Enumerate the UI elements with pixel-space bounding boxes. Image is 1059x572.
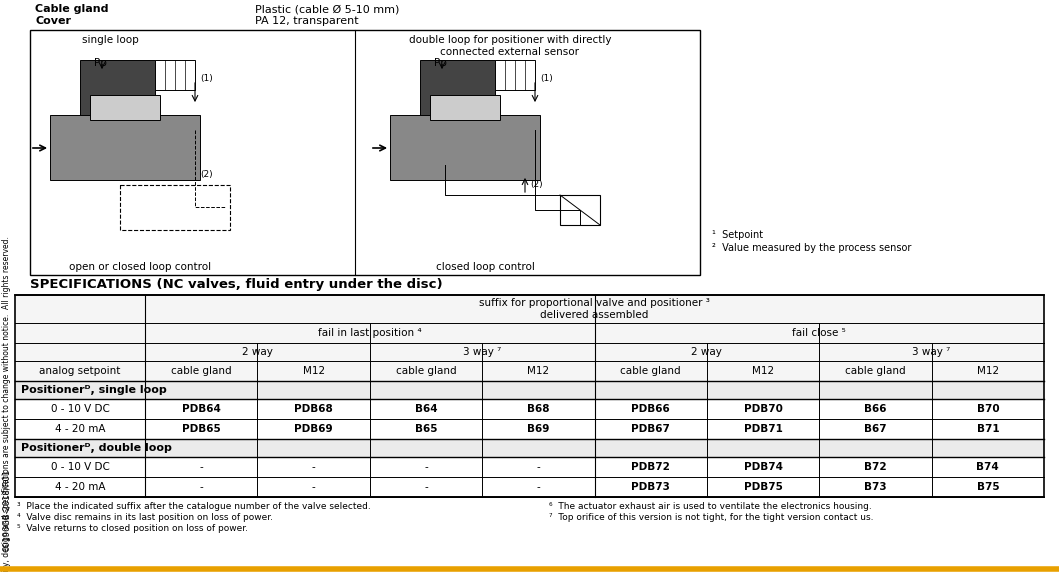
Text: PDB73: PDB73 xyxy=(631,482,670,492)
Text: double loop for positioner with directly
connected external sensor: double loop for positioner with directly… xyxy=(409,35,611,57)
Text: Plastic (cable Ø 5-10 mm): Plastic (cable Ø 5-10 mm) xyxy=(255,4,399,14)
Text: Availability, design and specifications are subject to change without notice.  A: Availability, design and specifications … xyxy=(2,236,12,572)
Bar xyxy=(15,323,1044,343)
Bar xyxy=(430,95,500,120)
Text: B70: B70 xyxy=(976,404,999,414)
Text: B72: B72 xyxy=(864,462,886,472)
Text: (2): (2) xyxy=(200,170,213,180)
Text: 4 - 20 mA: 4 - 20 mA xyxy=(55,424,105,434)
Text: ⁴  Valve disc remains in its last position on loss of power.: ⁴ Valve disc remains in its last positio… xyxy=(17,513,273,522)
Text: B74: B74 xyxy=(976,462,1000,472)
Text: -: - xyxy=(424,482,428,492)
Text: closed loop control: closed loop control xyxy=(435,262,535,272)
Bar xyxy=(90,95,160,120)
Text: -: - xyxy=(311,462,316,472)
Text: ²  Value measured by the process sensor: ² Value measured by the process sensor xyxy=(712,243,912,253)
Text: PDB65: PDB65 xyxy=(182,424,220,434)
Text: M12: M12 xyxy=(752,366,774,376)
Text: PDB74: PDB74 xyxy=(743,462,783,472)
Text: 0 - 10 V DC: 0 - 10 V DC xyxy=(51,404,109,414)
Text: 3 way ⁷: 3 way ⁷ xyxy=(463,347,501,357)
Text: 0 - 10 V DC: 0 - 10 V DC xyxy=(51,462,109,472)
Text: Cover: Cover xyxy=(35,16,71,26)
Text: PDB67: PDB67 xyxy=(631,424,670,434)
Text: PDB71: PDB71 xyxy=(743,424,783,434)
Text: 2 way: 2 way xyxy=(692,347,722,357)
Bar xyxy=(495,60,535,90)
Bar xyxy=(15,295,1044,497)
Text: PDB72: PDB72 xyxy=(631,462,670,472)
Text: PDB64: PDB64 xyxy=(182,404,220,414)
Bar xyxy=(15,343,1044,361)
Text: M12: M12 xyxy=(303,366,325,376)
Bar xyxy=(390,115,540,180)
Text: B73: B73 xyxy=(864,482,886,492)
Text: PDB75: PDB75 xyxy=(743,482,783,492)
Text: -: - xyxy=(199,482,203,492)
Text: ¹  Setpoint: ¹ Setpoint xyxy=(712,230,764,240)
Text: cable gland: cable gland xyxy=(170,366,232,376)
Bar xyxy=(155,60,195,90)
Text: analog setpoint: analog setpoint xyxy=(39,366,121,376)
Text: B65: B65 xyxy=(415,424,437,434)
Text: (1): (1) xyxy=(540,73,553,82)
Text: 00196GB-2018/R01: 00196GB-2018/R01 xyxy=(2,469,12,551)
Text: B68: B68 xyxy=(527,404,550,414)
Text: cable gland: cable gland xyxy=(396,366,456,376)
Text: PA 12, transparent: PA 12, transparent xyxy=(255,16,359,26)
Bar xyxy=(15,439,1044,457)
Text: B64: B64 xyxy=(415,404,437,414)
Text: cable gland: cable gland xyxy=(621,366,681,376)
Text: suffix for proportional valve and positioner ³
delivered assembled: suffix for proportional valve and positi… xyxy=(479,298,710,320)
Bar xyxy=(15,361,1044,381)
Text: single loop: single loop xyxy=(82,35,139,45)
Text: -: - xyxy=(537,482,540,492)
Text: 3 way ⁷: 3 way ⁷ xyxy=(913,347,951,357)
Text: B66: B66 xyxy=(864,404,886,414)
Text: B67: B67 xyxy=(864,424,886,434)
Text: open or closed loop control: open or closed loop control xyxy=(69,262,211,272)
Text: Positionerᴰ, single loop: Positionerᴰ, single loop xyxy=(21,385,166,395)
Text: B69: B69 xyxy=(527,424,550,434)
Text: (2): (2) xyxy=(530,181,542,189)
Text: ⁵  Valve returns to closed position on loss of power.: ⁵ Valve returns to closed position on lo… xyxy=(17,524,248,533)
Text: B75: B75 xyxy=(976,482,999,492)
Text: M12: M12 xyxy=(976,366,999,376)
Text: fail close ⁵: fail close ⁵ xyxy=(792,328,846,338)
Text: -: - xyxy=(311,482,316,492)
Text: Pp: Pp xyxy=(433,58,447,68)
Text: SPECIFICATIONS (NC valves, fluid entry under the disc): SPECIFICATIONS (NC valves, fluid entry u… xyxy=(30,278,443,291)
Text: ⁷  Top orifice of this version is not tight, for the tight version contact us.: ⁷ Top orifice of this version is not tig… xyxy=(549,513,874,522)
Text: (1): (1) xyxy=(200,73,213,82)
Text: PDB70: PDB70 xyxy=(743,404,783,414)
Text: M12: M12 xyxy=(527,366,550,376)
Text: cable gland: cable gland xyxy=(845,366,905,376)
Text: ⁶  The actuator exhaust air is used to ventilate the electronics housing.: ⁶ The actuator exhaust air is used to ve… xyxy=(549,502,872,511)
Bar xyxy=(80,60,155,125)
Bar xyxy=(560,195,600,225)
Text: 2 way: 2 way xyxy=(241,347,273,357)
Text: -: - xyxy=(537,462,540,472)
Text: 4 - 20 mA: 4 - 20 mA xyxy=(55,482,105,492)
Text: Cable gland: Cable gland xyxy=(35,4,108,14)
Bar xyxy=(15,295,1044,323)
Text: Positionerᴰ, double loop: Positionerᴰ, double loop xyxy=(21,443,172,453)
Text: -: - xyxy=(424,462,428,472)
Text: ³  Place the indicated suffix after the catalogue number of the valve selected.: ³ Place the indicated suffix after the c… xyxy=(17,502,371,511)
Text: PDB66: PDB66 xyxy=(631,404,670,414)
Text: Pp: Pp xyxy=(93,58,107,68)
Text: -: - xyxy=(199,462,203,472)
Bar xyxy=(120,185,230,230)
Bar xyxy=(50,115,200,180)
Bar xyxy=(15,381,1044,399)
Text: PDB68: PDB68 xyxy=(294,404,333,414)
Bar xyxy=(30,30,700,275)
Bar xyxy=(420,60,495,125)
Text: B71: B71 xyxy=(976,424,999,434)
Text: fail in last position ⁴: fail in last position ⁴ xyxy=(318,328,421,338)
Text: PDB69: PDB69 xyxy=(294,424,333,434)
